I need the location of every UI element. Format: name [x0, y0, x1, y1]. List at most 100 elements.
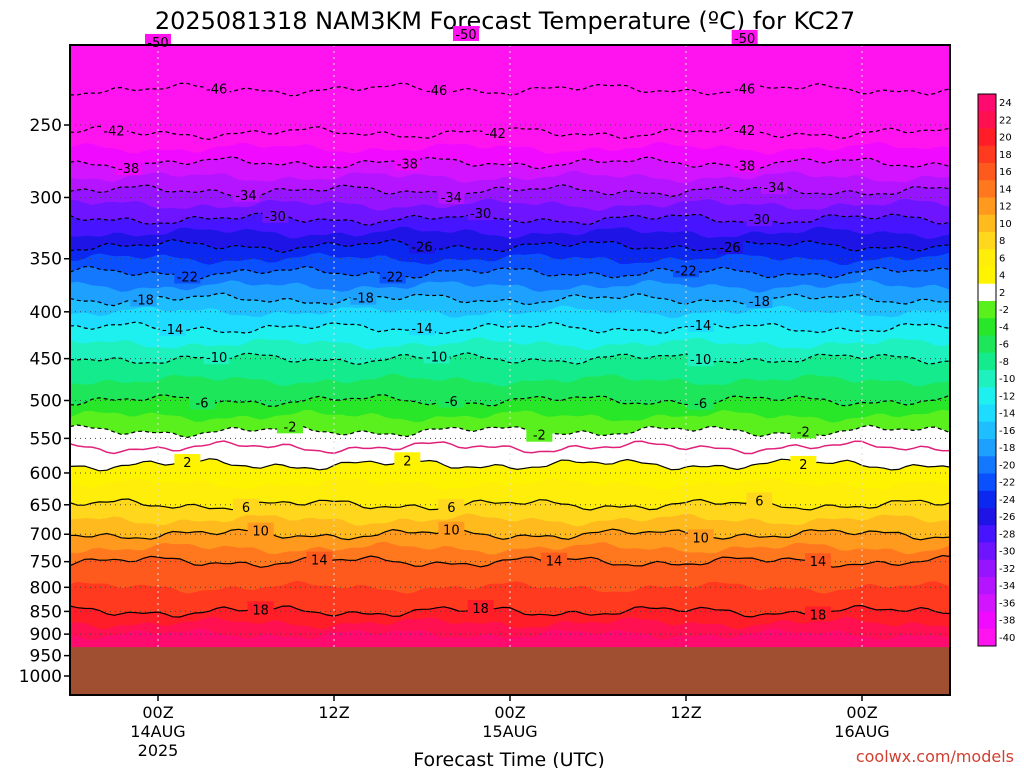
contour-label: -26 — [719, 241, 740, 256]
contour-label: -42 — [103, 124, 124, 139]
y-tick-label: 600 — [30, 464, 62, 484]
contour-label: -6 — [196, 397, 209, 412]
contour-label: -30 — [265, 210, 286, 225]
contour-label-bg — [746, 292, 773, 308]
credit-text: coolwx.com/models — [856, 747, 1014, 766]
colorbar-swatch — [978, 301, 996, 319]
contour-label: -22 — [675, 264, 696, 279]
contour-label-bg — [761, 179, 787, 195]
colorbar-swatch — [978, 456, 996, 474]
contour-label-bg — [394, 452, 421, 468]
contour-label-bg — [467, 205, 494, 221]
contour-label-bg — [731, 122, 758, 138]
colorbar-swatch — [978, 473, 996, 492]
x-tick-date: 15AUG — [482, 722, 537, 741]
colorbar-swatch — [978, 542, 996, 561]
colorbar-label: -6 — [999, 340, 1009, 351]
colorbar-label: -20 — [999, 460, 1015, 471]
contour-label: -30 — [749, 213, 770, 228]
contour-label-bg — [731, 80, 758, 96]
colorbar-swatch — [978, 128, 996, 147]
y-tick-label: 900 — [30, 625, 62, 645]
colorbar-swatch — [978, 352, 996, 371]
colorbar-label: 18 — [999, 150, 1012, 161]
contour-label: -50 — [734, 32, 755, 47]
contour-label-bg — [423, 348, 450, 364]
contour-label-bg — [423, 81, 450, 97]
contour-label: -2 — [284, 420, 297, 435]
contour-label: -14 — [411, 322, 432, 337]
contour-label-bg — [438, 188, 465, 204]
colorbar-swatch — [978, 94, 996, 112]
colorbar-swatch — [978, 163, 996, 181]
contour-label: -38 — [397, 157, 418, 172]
y-tick-label: 450 — [30, 350, 62, 370]
colorbar-label: -8 — [999, 357, 1009, 368]
contour-label-bg — [731, 157, 758, 173]
ground-surface — [70, 647, 950, 695]
colorbar-label: -30 — [999, 547, 1015, 558]
colorbar-swatch — [978, 111, 996, 129]
colorbar-swatch — [978, 180, 996, 198]
contour-label-bg — [541, 552, 567, 568]
contour-label-bg — [394, 155, 421, 171]
colorbar-label: -38 — [999, 616, 1015, 627]
contour-label: 10 — [252, 525, 269, 540]
contour-label-bg — [687, 316, 714, 332]
contour-label: 18 — [472, 602, 489, 617]
contour-label: -14 — [162, 323, 183, 338]
contour-label: -46 — [206, 82, 227, 97]
colorbar-label: -4 — [999, 322, 1009, 333]
contour-label-bg — [438, 392, 465, 408]
contour-label-bg — [277, 418, 303, 434]
contour-label: -18 — [353, 292, 374, 307]
colorbar-label: 14 — [999, 184, 1012, 195]
contour-label: -42 — [485, 127, 506, 142]
contour-label-bg — [687, 351, 714, 367]
colorbar-swatch — [978, 249, 996, 267]
colorbar-swatch — [978, 197, 996, 216]
contour-label-bg — [409, 238, 435, 254]
x-axis-title: Forecast Time (UTC) — [413, 749, 604, 768]
contour-label-bg — [790, 423, 817, 439]
contour-label: -10 — [690, 353, 711, 368]
x-tick-label: 12Z — [318, 703, 349, 722]
contour-label-bg — [159, 320, 186, 336]
contour-label: -50 — [455, 28, 476, 43]
contour--38 — [70, 156, 950, 171]
colorbar-label: -36 — [999, 598, 1015, 609]
contour-label-bg — [805, 553, 831, 569]
contour-label: 18 — [252, 603, 269, 618]
contour-label: -10 — [206, 351, 227, 366]
colorbar-label: -24 — [999, 495, 1015, 506]
colorbar-label: -18 — [999, 443, 1015, 454]
colorbar-label: 16 — [999, 167, 1012, 178]
contour-label-bg — [247, 601, 274, 617]
colorbar-label: -14 — [999, 409, 1015, 420]
contour-label: -6 — [445, 395, 458, 410]
colorbar-label: 22 — [999, 115, 1012, 126]
contour-label: -46 — [426, 84, 447, 99]
contour-label-bg — [717, 239, 743, 255]
colorbar-label: -28 — [999, 529, 1015, 540]
colorbar-swatch — [978, 266, 996, 285]
colorbar-swatch — [978, 335, 996, 354]
colorbar-label: -22 — [999, 478, 1015, 489]
contour-label-bg — [409, 320, 435, 336]
y-tick-label: 550 — [30, 429, 62, 449]
colorbar-swatch — [978, 611, 996, 630]
contour-label-bg — [203, 80, 230, 96]
contour-18 — [70, 604, 950, 618]
x-tick-label: 00Z — [846, 703, 877, 722]
contour-label-bg — [453, 26, 479, 42]
colorbar-swatch — [978, 559, 996, 578]
colorbar-swatch — [978, 525, 996, 543]
colorbar-legend: 24 22 20 18 16 14 12 10 8 6 4 2 -2 -4 -6 -8 -10 -12 -14 -16… — [977, 93, 1015, 647]
contour-label-bg — [467, 600, 494, 616]
contour-label-bg — [350, 289, 377, 305]
colorbar-label: -10 — [999, 374, 1015, 385]
y-tick-label: 750 — [30, 553, 62, 573]
x-tick-label: 00Z — [142, 703, 173, 722]
contour-label-bg — [379, 268, 406, 284]
contour-label: -6 — [694, 397, 707, 412]
